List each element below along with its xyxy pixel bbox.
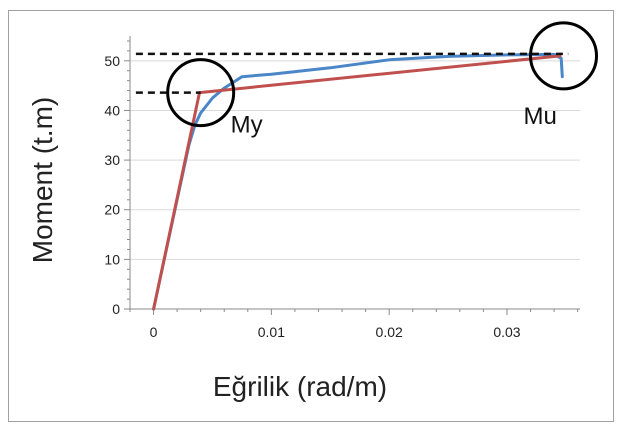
x-axis-title: Eğrilik (rad/m) — [213, 371, 387, 402]
y-tick-label: 10 — [104, 251, 120, 267]
annotation-circle-mu — [529, 21, 599, 91]
series-lines — [152, 52, 564, 311]
tick-labels: 0 10 20 30 40 50 0 0.01 0.02 0.03 — [104, 53, 520, 340]
annotation-circle-my — [166, 58, 236, 128]
series-line-1 — [152, 54, 562, 311]
y-tick-label: 30 — [104, 152, 120, 168]
grid-lines — [130, 60, 580, 260]
x-tick-label: 0 — [150, 324, 158, 340]
x-tick-label: 0.03 — [493, 324, 520, 340]
x-tick-label: 0.01 — [258, 324, 285, 340]
y-tick-label: 40 — [104, 102, 120, 118]
y-axis-title: Moment (t.m) — [27, 97, 58, 263]
y-tick-label: 50 — [104, 53, 120, 69]
axes — [124, 36, 580, 315]
annotations: My Mu — [166, 21, 599, 139]
y-tick-label: 20 — [104, 202, 120, 218]
reference-lines — [135, 52, 569, 94]
annotation-label-mu: Mu — [524, 103, 557, 130]
y-tick-label: 0 — [112, 301, 120, 317]
series-line-0 — [152, 52, 564, 311]
annotation-label-my: My — [231, 112, 263, 139]
chart-frame — [8, 10, 614, 422]
x-tick-label: 0.02 — [376, 324, 403, 340]
